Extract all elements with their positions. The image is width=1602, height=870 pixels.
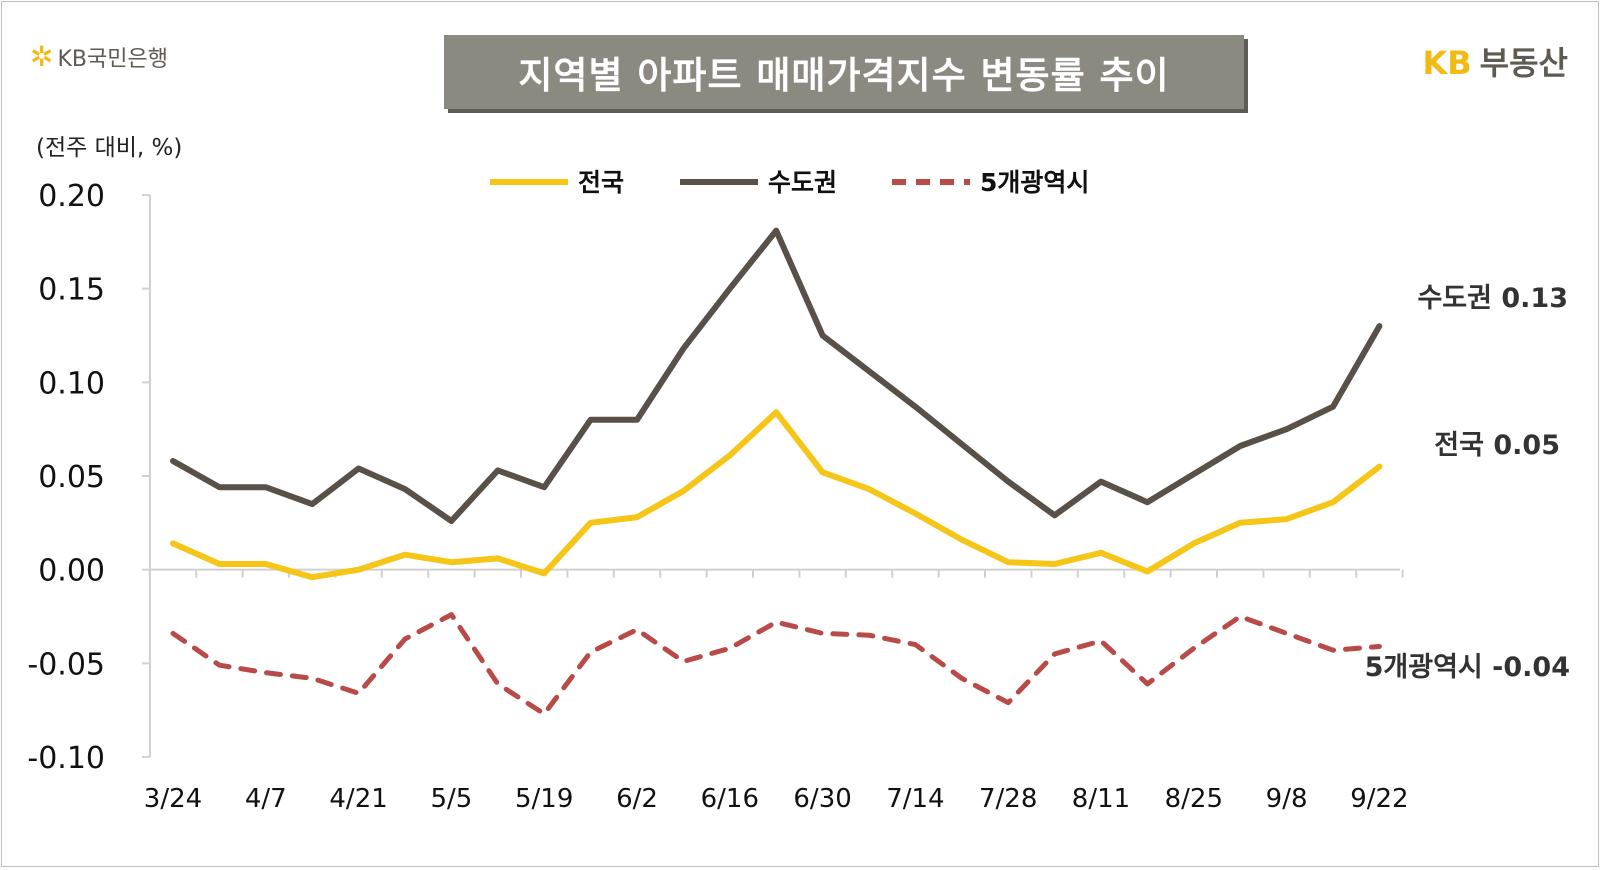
kb-bank-logo: ✲ KB국민은행 xyxy=(30,40,168,73)
y-tick-label: 0.10 xyxy=(38,366,105,401)
unit-label: (전주 대비, %) xyxy=(36,135,183,161)
x-tick-label: 7/28 xyxy=(979,784,1037,814)
kb-bank-name: KB국민은행 xyxy=(57,46,168,72)
legend-label: 전국 xyxy=(578,168,624,197)
y-tick-label: 0.15 xyxy=(38,273,105,308)
x-tick-label: 4/7 xyxy=(245,784,287,814)
x-tick-label: 8/11 xyxy=(1072,784,1130,814)
kb-realestate-logo: KB 부동산 xyxy=(1422,38,1568,84)
chart-title: 지역별 아파트 매매가격지수 변동률 추이 xyxy=(444,35,1244,109)
y-tick-label: 0.05 xyxy=(38,460,105,495)
series-line-0 xyxy=(170,409,1383,581)
end-label: 수도권 0.13 xyxy=(1417,283,1568,314)
x-tick-label: 6/2 xyxy=(616,784,658,814)
series-line-1 xyxy=(170,227,1383,524)
kb-realestate-name: 부동산 xyxy=(1479,44,1568,82)
y-tick-label: 0.20 xyxy=(38,179,105,214)
x-tick-label: 4/21 xyxy=(329,784,387,814)
kb-realestate-kb: KB xyxy=(1422,44,1472,82)
x-tick-label: 5/5 xyxy=(430,784,472,814)
y-tick-label: -0.10 xyxy=(27,741,105,776)
x-tick-label: 6/30 xyxy=(793,784,851,814)
x-tick-label: 7/14 xyxy=(886,784,944,814)
kb-star-icon: ✲ xyxy=(30,40,54,73)
y-tick-label: 0.00 xyxy=(38,554,105,589)
x-tick-label: 5/19 xyxy=(515,784,573,814)
legend-label: 5개광역시 xyxy=(980,168,1089,197)
series-line-2 xyxy=(170,612,1382,717)
end-label: 전국 0.05 xyxy=(1434,430,1560,461)
legend-label: 수도권 xyxy=(768,168,837,197)
x-tick-label: 8/25 xyxy=(1165,784,1223,814)
x-tick-label: 6/16 xyxy=(701,784,759,814)
x-tick-label: 9/22 xyxy=(1350,784,1408,814)
y-tick-label: -0.05 xyxy=(27,647,105,682)
end-label: 5개광역시 -0.04 xyxy=(1365,652,1570,683)
x-tick-label: 9/8 xyxy=(1266,784,1308,814)
x-tick-label: 3/24 xyxy=(144,784,202,814)
